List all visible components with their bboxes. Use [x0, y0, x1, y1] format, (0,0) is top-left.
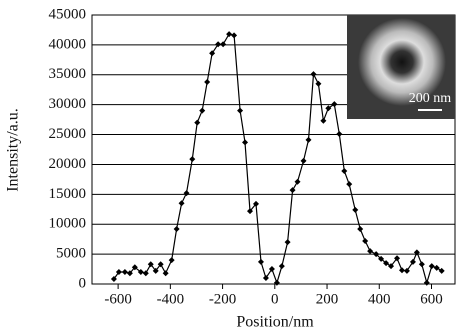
data-point	[163, 270, 169, 276]
data-point	[231, 32, 237, 38]
data-point	[204, 79, 210, 85]
x-tick-label: -400	[157, 291, 185, 307]
y-axis-title: Intensity/a.u.	[5, 108, 22, 192]
data-point	[279, 263, 285, 269]
x-tick-label: 0	[271, 291, 279, 307]
x-axis-title: Position/nm	[236, 314, 314, 331]
data-point	[429, 263, 435, 269]
data-point	[194, 120, 200, 126]
data-point	[315, 81, 321, 87]
data-point	[399, 267, 405, 273]
data-point	[184, 190, 190, 196]
y-tick-label: 40000	[49, 36, 87, 52]
data-point	[122, 269, 128, 275]
data-point	[263, 275, 269, 281]
data-point	[357, 226, 363, 232]
data-point	[404, 268, 410, 274]
y-tick-label: 5000	[56, 246, 86, 262]
data-point	[439, 268, 445, 274]
data-point	[434, 265, 440, 271]
data-point	[341, 168, 347, 174]
x-tick-label: -200	[209, 291, 237, 307]
data-point	[336, 131, 342, 137]
data-point	[290, 187, 296, 193]
x-tick-label: 200	[316, 291, 339, 307]
data-point	[419, 261, 425, 267]
data-point	[169, 257, 175, 263]
y-tick-label: 10000	[49, 216, 87, 232]
x-tick-label: 600	[420, 291, 443, 307]
data-point	[295, 179, 301, 185]
y-tick-label: 15000	[49, 186, 87, 202]
data-point	[242, 139, 248, 145]
y-tick-label: 35000	[49, 66, 87, 82]
y-tick-label: 25000	[49, 126, 87, 142]
chart: 0 5000 10000 15000 20000 25000 30000 35000 40000…	[0, 0, 462, 334]
y-tick-label: 45000	[49, 6, 87, 22]
data-point	[320, 118, 326, 124]
data-point	[352, 207, 358, 213]
data-point	[237, 108, 243, 114]
data-point	[301, 158, 307, 164]
data-point	[367, 248, 373, 254]
data-point	[226, 31, 232, 37]
data-point	[174, 226, 180, 232]
x-tick-label: 400	[368, 291, 391, 307]
data-point	[362, 238, 368, 244]
page: {"chart_data":{"type":"line","x_label":"…	[0, 0, 462, 334]
data-point	[220, 41, 226, 47]
inset-image: 200 nm	[347, 15, 455, 119]
data-point	[189, 156, 195, 162]
data-point	[258, 259, 264, 265]
data-point	[179, 200, 185, 206]
y-tick-label: 20000	[49, 156, 87, 172]
data-point	[305, 137, 311, 143]
y-tick-label: 0	[79, 275, 87, 291]
x-tick-label: -600	[104, 291, 132, 307]
y-tick-label: 30000	[49, 96, 87, 112]
data-point	[310, 71, 316, 77]
data-point	[346, 181, 352, 187]
data-point	[424, 280, 430, 286]
data-point	[199, 108, 205, 114]
data-point	[285, 239, 291, 245]
scale-label: 200 nm	[409, 91, 452, 106]
data-point	[143, 270, 149, 276]
